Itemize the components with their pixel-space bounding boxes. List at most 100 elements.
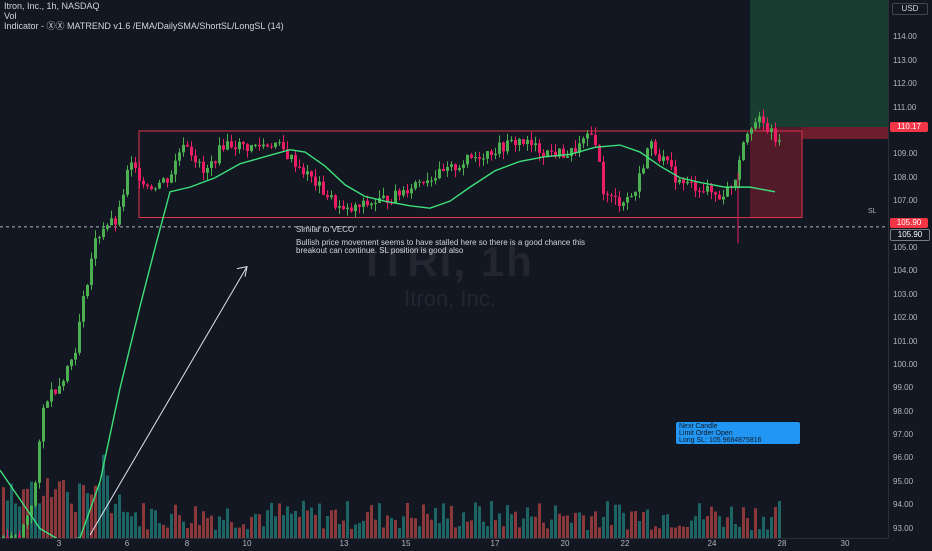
candle-body	[54, 389, 57, 394]
ema-line	[0, 144, 776, 538]
volume-bar	[366, 512, 369, 538]
volume-bar	[238, 527, 241, 538]
candle-body	[78, 321, 81, 353]
volume-bar	[178, 515, 181, 538]
volume-bar	[70, 503, 73, 538]
order-callout[interactable]: Next Candle Limit Order Open Long SL: 10…	[676, 422, 800, 444]
volume-bar	[614, 504, 617, 538]
time-tick: 20	[560, 539, 570, 548]
volume-bar	[762, 516, 765, 538]
volume-bar	[2, 487, 5, 538]
volume-bar	[158, 523, 161, 538]
candle-body	[590, 133, 593, 135]
callout-line-1: Next Candle	[679, 423, 718, 430]
candle-body	[610, 195, 613, 197]
volume-bar	[250, 516, 253, 538]
candle-body	[338, 206, 341, 208]
volume-bar	[766, 529, 769, 538]
candle-body	[702, 191, 705, 193]
time-tick: 24	[707, 539, 717, 548]
volume-bar	[490, 501, 493, 538]
candle-body	[86, 284, 89, 297]
volume-bar	[670, 527, 673, 538]
price-tick: 105.00	[893, 242, 918, 252]
candle-body	[498, 142, 501, 154]
indicator-line[interactable]: Indicator - ⓍⓍ MATREND v1.6 /EMA/DailySM…	[4, 21, 284, 31]
candle-body	[514, 139, 517, 146]
volume-bar	[374, 519, 377, 538]
volume-bar	[734, 523, 737, 538]
volume-bar	[274, 516, 277, 538]
candle-body	[358, 204, 361, 207]
volume-bar	[662, 515, 665, 538]
vol-label[interactable]: Vol	[4, 11, 17, 21]
volume-bar	[770, 517, 773, 538]
volume-bar	[570, 522, 573, 538]
candle-body	[678, 179, 681, 183]
volume-bar	[422, 504, 425, 538]
price-axis[interactable]: 114.00 113.00 112.00 111.00 109.00 108.00 107.…	[888, 0, 932, 538]
volume-bar	[710, 506, 713, 538]
volume-bar	[218, 516, 221, 538]
time-tick: 30	[840, 539, 850, 548]
volume-bar	[522, 518, 525, 538]
candle-body	[242, 141, 245, 145]
volume-bar	[758, 529, 761, 538]
candle-body	[58, 386, 61, 394]
time-axis[interactable]: 3 6 8 10 13 15 17 20 22 24 28 30	[0, 538, 888, 551]
candle-body	[422, 181, 425, 184]
volume-bar	[6, 500, 9, 538]
volume-bar	[98, 483, 101, 538]
price-tick: 102.00	[893, 313, 918, 323]
volume-bar	[110, 513, 113, 538]
volume-bar	[554, 505, 557, 538]
candle-body	[134, 162, 137, 168]
candle-body	[74, 352, 77, 360]
volume-bar	[526, 507, 529, 538]
candle-body	[554, 151, 557, 157]
volume-bar	[506, 505, 509, 538]
symbol-line[interactable]: Itron, Inc., 1h, NASDAQ	[4, 1, 100, 11]
volume-bar	[58, 481, 61, 538]
volume-bar	[454, 527, 457, 538]
candle-body	[682, 179, 685, 184]
price-chart[interactable]	[0, 0, 888, 538]
volume-bar	[566, 515, 569, 538]
volume-bar	[482, 521, 485, 538]
candle-body	[46, 401, 49, 408]
volume-bar	[722, 526, 725, 538]
price-tick: 95.00	[893, 476, 914, 486]
candle-body	[170, 174, 173, 183]
volume-bar	[326, 515, 329, 538]
candle-body	[346, 207, 349, 210]
candle-body	[694, 182, 697, 191]
candle-body	[2, 536, 5, 538]
candle-body	[286, 149, 289, 159]
candle-body	[710, 185, 713, 193]
candle-body	[250, 145, 253, 151]
candle-body	[754, 122, 757, 129]
trend-arrow-head	[236, 266, 248, 277]
volume-bar	[594, 511, 597, 538]
chart-note[interactable]: Similar to VECO Bullish price movement s…	[296, 226, 596, 255]
volume-bar	[602, 517, 605, 538]
candle-body	[670, 160, 673, 167]
candle-body	[470, 154, 473, 158]
currency-button[interactable]: USD	[892, 3, 928, 15]
candle-body	[462, 164, 465, 168]
candle-body	[526, 139, 529, 144]
candle-body	[762, 116, 765, 123]
volume-bar	[682, 526, 685, 538]
candle-body	[158, 182, 161, 189]
candle-body	[142, 180, 145, 185]
volume-bar	[154, 510, 157, 538]
volume-bar	[298, 516, 301, 538]
volume-bar	[574, 512, 577, 538]
candle-body	[570, 148, 573, 157]
candle-body	[82, 296, 85, 322]
candle-body	[662, 156, 665, 161]
volume-bar	[402, 516, 405, 538]
volume-bar	[126, 512, 129, 538]
volume-bar	[498, 513, 501, 538]
candle-body	[394, 190, 397, 203]
